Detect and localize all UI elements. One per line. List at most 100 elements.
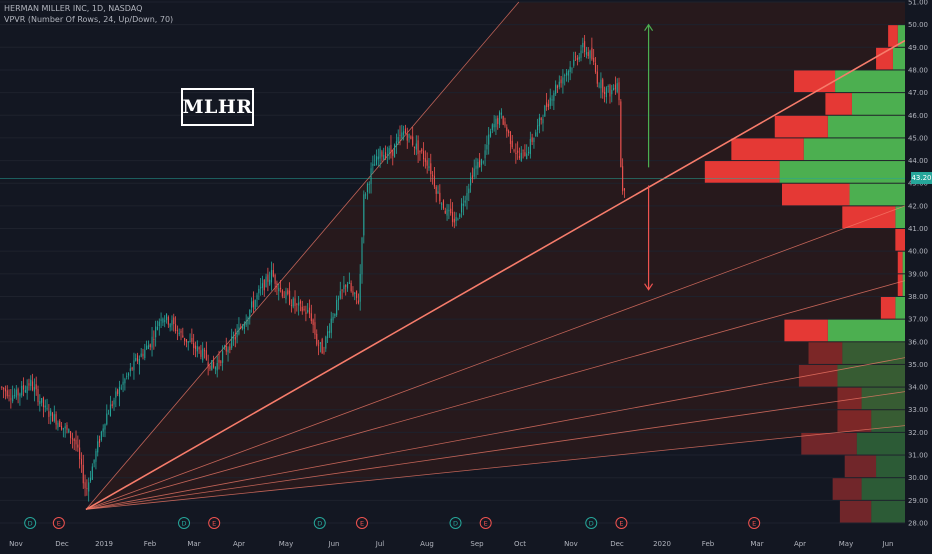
candle-body: [614, 84, 616, 90]
price-axis-label: 35.00: [908, 361, 928, 369]
candle-body: [593, 57, 595, 63]
candle-body: [142, 353, 144, 357]
candle-body: [573, 59, 575, 66]
candle-body: [48, 411, 50, 417]
price-axis-label: 42.00: [908, 202, 928, 210]
candle-body: [280, 287, 282, 289]
candle-body: [10, 398, 12, 400]
candle-body: [408, 134, 410, 138]
candle-body: [609, 85, 611, 97]
candle-body: [556, 85, 559, 88]
candle-body: [437, 191, 439, 194]
candle-body: [386, 153, 388, 155]
candle-body: [30, 379, 32, 387]
candle-body: [611, 89, 613, 95]
volume-bar-down: [839, 500, 872, 523]
volume-bar-up: [892, 47, 905, 70]
candle-body: [506, 127, 508, 132]
candle-body: [616, 83, 618, 92]
candle-body: [540, 118, 542, 121]
candle-body: [187, 341, 189, 343]
candle-body: [189, 341, 191, 343]
last-price-badge: 43.20: [911, 172, 932, 184]
candle-body: [213, 362, 215, 368]
candle-body: [225, 345, 227, 352]
candle-body: [594, 63, 597, 72]
fan-line: [85, 280, 906, 510]
candle-body: [236, 331, 238, 338]
candle-body: [435, 186, 437, 194]
candle-body: [622, 166, 624, 192]
candle-body: [531, 137, 533, 142]
candle-body: [62, 427, 64, 430]
candle-body: [249, 309, 251, 319]
price-axis-label: 38.00: [908, 293, 928, 301]
candle-body: [274, 274, 276, 284]
candle-body: [471, 175, 473, 179]
candle-body: [238, 327, 240, 335]
candle-body: [73, 439, 75, 441]
volume-bar-up: [871, 500, 905, 523]
time-axis-label: May: [279, 540, 293, 548]
volume-bar-up: [842, 342, 905, 364]
candle-body: [131, 367, 133, 370]
candle-body: [605, 87, 607, 98]
candle-body: [346, 283, 349, 289]
candle-body: [582, 42, 584, 48]
candle-body: [502, 115, 504, 125]
candle-body: [82, 464, 84, 484]
candle-body: [328, 331, 330, 333]
candle-body: [247, 317, 249, 325]
volume-bar-down: [895, 229, 905, 251]
volume-bar-up: [837, 364, 905, 387]
candle-body: [86, 488, 88, 490]
candle-body: [432, 174, 434, 177]
time-axis-label: Dec: [610, 540, 624, 548]
candle-body: [366, 183, 368, 192]
candle-body: [497, 118, 499, 124]
price-axis-label: 36.00: [908, 338, 928, 346]
volume-bar-up: [876, 455, 905, 478]
candle-body: [538, 117, 540, 127]
candle-body: [32, 381, 34, 390]
candle-body: [403, 131, 405, 135]
candle-body: [35, 384, 37, 390]
candle-body: [316, 333, 318, 345]
candle-body: [520, 152, 522, 161]
time-axis-label: 2020: [653, 540, 671, 548]
candle-body: [104, 424, 106, 430]
candle-body: [363, 194, 365, 236]
candle-body: [3, 387, 5, 390]
candle-body: [555, 84, 557, 94]
price-axis-label: 28.00: [908, 520, 928, 528]
candle-body: [133, 360, 135, 371]
candle-body: [64, 426, 66, 429]
time-axis-label: Feb: [144, 540, 157, 548]
candle-body: [55, 414, 57, 425]
price-axis-label: 33.00: [908, 406, 928, 414]
candle-body: [365, 194, 367, 196]
candle-body: [267, 274, 269, 282]
candle-body: [475, 165, 477, 169]
time-axis-label: 2019: [95, 540, 113, 548]
price-axis-label: 30.00: [908, 474, 928, 482]
volume-bar-down: [832, 478, 862, 500]
candle-body: [491, 124, 493, 131]
marker-label: E: [57, 520, 61, 528]
fan-fill: [85, 2, 906, 510]
candle-body: [240, 327, 242, 329]
candle-body: [394, 144, 396, 158]
candle-body: [171, 320, 173, 326]
symbol-title: HERMAN MILLER INC, 1D, NASDAQ: [4, 4, 143, 13]
candle-body: [261, 283, 263, 288]
time-axis-label: May: [839, 540, 853, 548]
candle-body: [529, 138, 531, 154]
volume-bar-up: [835, 70, 905, 93]
candle-body: [493, 123, 495, 128]
candle-body: [470, 177, 472, 186]
candle-body: [290, 305, 292, 306]
candle-body: [486, 144, 488, 150]
candle-body: [202, 348, 204, 361]
